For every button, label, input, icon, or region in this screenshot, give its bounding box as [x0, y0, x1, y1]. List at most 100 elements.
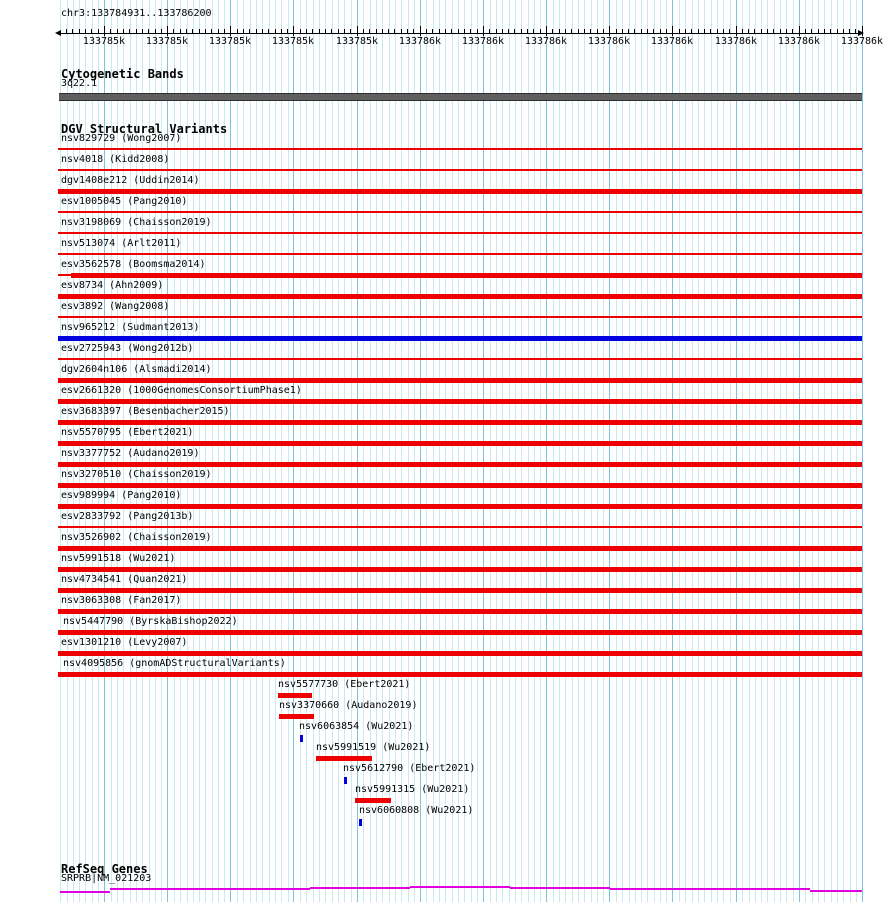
variant-bar[interactable] — [58, 526, 862, 528]
variant-label[interactable]: esv3683397 (Besenbacher2015) — [61, 406, 230, 417]
grid-line-minor — [224, 0, 225, 902]
gene-model-line[interactable] — [810, 890, 862, 892]
variant-label[interactable]: nsv6063854 (Wu2021) — [299, 721, 414, 732]
gene-model-line[interactable] — [410, 886, 510, 888]
variant-bar[interactable] — [58, 651, 862, 656]
ruler-minor-tick — [559, 29, 560, 33]
gene-model-line[interactable] — [60, 891, 110, 893]
variant-label[interactable]: esv8734 (Ahn2009) — [61, 280, 164, 291]
grid-line-minor — [155, 0, 156, 902]
variant-bar[interactable] — [58, 148, 862, 150]
variant-bar[interactable] — [58, 211, 862, 213]
gene-model-line[interactable] — [610, 888, 810, 890]
variant-label[interactable]: nsv5577730 (Ebert2021) — [278, 679, 411, 690]
variant-label[interactable]: esv2725943 (Wong2012b) — [61, 343, 194, 354]
variant-label[interactable]: nsv3526902 (Chaisson2019) — [61, 532, 212, 543]
variant-bar[interactable] — [316, 756, 372, 761]
variant-label[interactable]: nsv829729 (Wong2007) — [61, 133, 182, 144]
variant-bar[interactable] — [58, 274, 71, 276]
gene-model-line[interactable] — [110, 888, 310, 890]
variant-bar[interactable] — [58, 316, 862, 318]
grid-line-minor — [92, 0, 93, 902]
grid-line-minor — [824, 0, 825, 902]
ruler-minor-tick — [508, 29, 509, 33]
variant-label[interactable]: nsv4095856 (gnomADStructuralVariants) — [63, 658, 286, 669]
grid-line-minor — [458, 0, 459, 902]
variant-bar[interactable] — [344, 777, 347, 784]
ruler-minor-tick — [180, 29, 181, 33]
variant-label[interactable]: esv3892 (Wang2008) — [61, 301, 170, 312]
variant-bar[interactable] — [58, 399, 862, 404]
variant-bar[interactable] — [58, 609, 862, 614]
ruler-minor-tick — [824, 29, 825, 33]
grid-line-major — [104, 0, 105, 902]
variant-label[interactable]: esv1301210 (Levy2007) — [61, 637, 188, 648]
variant-bar[interactable] — [300, 735, 303, 742]
variant-bar[interactable] — [71, 273, 862, 278]
variant-label[interactable]: nsv6060808 (Wu2021) — [359, 805, 474, 816]
variant-label[interactable]: nsv513074 (Arlt2011) — [61, 238, 182, 249]
variant-bar[interactable] — [58, 462, 862, 467]
variant-label[interactable]: nsv3063308 (Fan2017) — [61, 595, 182, 606]
variant-label[interactable]: nsv5447790 (ByrskaBishop2022) — [63, 616, 238, 627]
variant-bar[interactable] — [58, 441, 862, 446]
variant-bar[interactable] — [58, 420, 862, 425]
variant-label[interactable]: esv989994 (Pang2010) — [61, 490, 182, 501]
variant-label[interactable]: nsv965212 (Sudmant2013) — [61, 322, 200, 333]
variant-label[interactable]: nsv5991518 (Wu2021) — [61, 553, 176, 564]
variant-bar[interactable] — [279, 714, 314, 719]
variant-bar[interactable] — [58, 630, 862, 635]
variant-bar[interactable] — [58, 253, 862, 255]
variant-label[interactable]: nsv4018 (Kidd2008) — [61, 154, 170, 165]
variant-label[interactable]: nsv4734541 (Quan2021) — [61, 574, 188, 585]
ruler-major-tick — [293, 26, 294, 36]
variant-label[interactable]: dgv2604n106 (Alsmadi2014) — [61, 364, 212, 375]
variant-bar[interactable] — [58, 588, 862, 593]
grid-line-minor — [325, 0, 326, 902]
variant-bar[interactable] — [58, 189, 862, 194]
variant-label[interactable]: esv1005045 (Pang2010) — [61, 196, 188, 207]
variant-label[interactable]: nsv5991315 (Wu2021) — [355, 784, 470, 795]
ruler-minor-tick — [237, 29, 238, 33]
ruler-tick-label: 133786k — [714, 36, 758, 47]
variant-bar[interactable] — [58, 358, 862, 360]
variant-bar[interactable] — [58, 546, 862, 551]
variant-label[interactable]: esv2833792 (Pang2013b) — [61, 511, 194, 522]
ruler-major-tick — [736, 26, 737, 36]
variant-label[interactable]: nsv3198069 (Chaisson2019) — [61, 217, 212, 228]
variant-bar[interactable] — [359, 819, 362, 826]
variant-bar[interactable] — [58, 169, 862, 171]
variant-label[interactable]: nsv5570795 (Ebert2021) — [61, 427, 194, 438]
cytogenetic-band-bar[interactable] — [59, 93, 862, 101]
variant-bar[interactable] — [58, 294, 862, 299]
ruler-major-tick — [483, 26, 484, 36]
variant-label[interactable]: esv3562578 (Boomsma2014) — [61, 259, 206, 270]
grid-line-minor — [212, 0, 213, 902]
variant-label[interactable]: nsv5991519 (Wu2021) — [316, 742, 431, 753]
grid-line-minor — [269, 0, 270, 902]
ruler-minor-tick — [319, 29, 320, 33]
variant-bar[interactable] — [58, 567, 862, 572]
gene-model-line[interactable] — [310, 887, 410, 889]
variant-bar[interactable] — [355, 798, 391, 803]
variant-label[interactable]: esv2661320 (1000GenomesConsortiumPhase1) — [61, 385, 302, 396]
ruler-minor-tick — [388, 29, 389, 33]
variant-label[interactable]: nsv3270510 (Chaisson2019) — [61, 469, 212, 480]
variant-bar[interactable] — [58, 672, 862, 677]
grid-line-major — [672, 0, 673, 902]
gene-model-line[interactable] — [510, 887, 610, 889]
ruler-minor-tick — [754, 29, 755, 33]
variant-bar[interactable] — [58, 232, 862, 234]
variant-bar[interactable] — [58, 504, 862, 509]
variant-bar[interactable] — [58, 336, 862, 341]
variant-bar[interactable] — [58, 483, 862, 488]
variant-label[interactable]: nsv5612790 (Ebert2021) — [343, 763, 476, 774]
variant-bar[interactable] — [278, 693, 312, 698]
grid-line-minor — [704, 0, 705, 902]
variant-label[interactable]: dgv1408e212 (Uddin2014) — [61, 175, 200, 186]
grid-line-minor — [477, 0, 478, 902]
ruler-minor-tick — [616, 29, 617, 33]
variant-label[interactable]: nsv3377752 (Audano2019) — [61, 448, 200, 459]
variant-bar[interactable] — [58, 378, 862, 383]
variant-label[interactable]: nsv3370660 (Audano2019) — [279, 700, 418, 711]
